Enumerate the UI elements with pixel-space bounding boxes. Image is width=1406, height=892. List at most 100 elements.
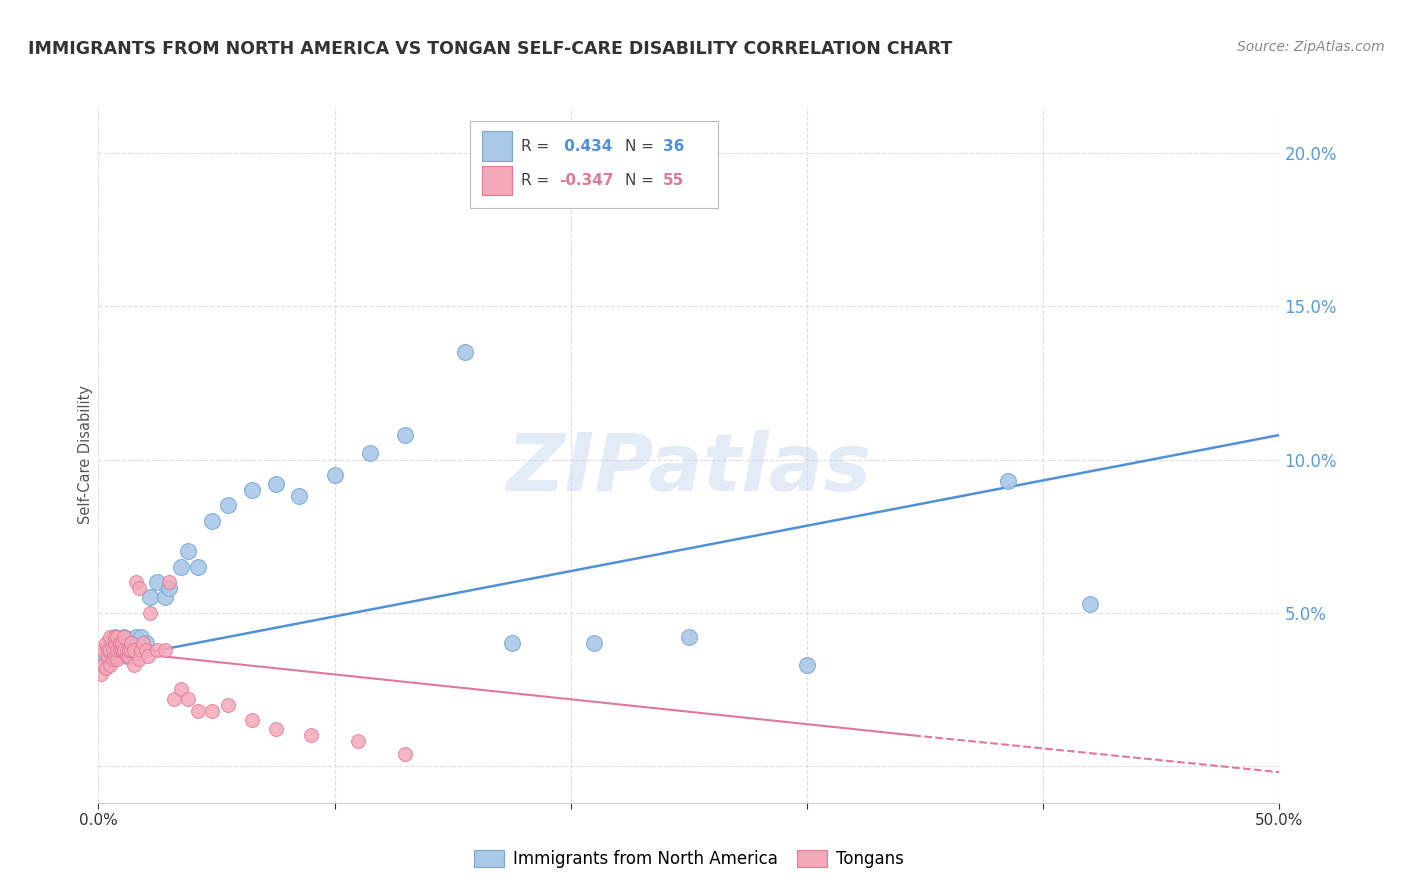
Point	[170, 682, 193, 697]
Point	[108, 636, 131, 650]
Text: IMMIGRANTS FROM NORTH AMERICA VS TONGAN SELF-CARE DISABILITY CORRELATION CHART: IMMIGRANTS FROM NORTH AMERICA VS TONGAN …	[28, 40, 952, 58]
Point	[104, 648, 127, 663]
Point	[501, 636, 523, 650]
Point	[104, 630, 127, 644]
Point	[153, 642, 176, 657]
Point	[453, 345, 475, 359]
Text: R =: R =	[522, 173, 554, 188]
Point	[347, 734, 370, 748]
Point	[118, 648, 141, 663]
Point	[359, 446, 381, 460]
Point	[118, 642, 141, 657]
Text: N =: N =	[626, 173, 659, 188]
Point	[157, 575, 180, 590]
Point	[115, 648, 138, 663]
Point	[118, 642, 141, 657]
FancyBboxPatch shape	[482, 131, 512, 161]
Point	[201, 704, 224, 718]
Text: -0.347: -0.347	[560, 173, 613, 188]
FancyBboxPatch shape	[471, 121, 718, 208]
Text: 55: 55	[664, 173, 685, 188]
Point	[125, 575, 148, 590]
Point	[201, 514, 224, 528]
Point	[105, 652, 128, 666]
Point	[129, 642, 152, 657]
Point	[240, 713, 263, 727]
Point	[98, 636, 121, 650]
Point	[163, 691, 186, 706]
Point	[105, 642, 128, 657]
Point	[136, 648, 159, 663]
Point	[111, 642, 134, 657]
Point	[139, 591, 162, 605]
Point	[1080, 597, 1102, 611]
Text: 0.434: 0.434	[560, 138, 613, 153]
Point	[129, 630, 152, 644]
Point	[583, 636, 606, 650]
Point	[121, 642, 143, 657]
Point	[104, 636, 127, 650]
Point	[132, 636, 155, 650]
Point	[177, 544, 200, 558]
Point	[112, 630, 135, 644]
Point	[111, 642, 134, 657]
Point	[187, 704, 209, 718]
Point	[108, 642, 131, 657]
Point	[101, 652, 124, 666]
Point	[394, 747, 416, 761]
Point	[217, 499, 239, 513]
Point	[91, 657, 114, 672]
Point	[94, 661, 117, 675]
Text: Source: ZipAtlas.com: Source: ZipAtlas.com	[1237, 40, 1385, 54]
Point	[115, 642, 138, 657]
Point	[105, 630, 128, 644]
Point	[94, 636, 117, 650]
Point	[122, 657, 145, 672]
Point	[135, 642, 157, 657]
Point	[104, 630, 127, 644]
Point	[177, 691, 200, 706]
Point	[111, 642, 134, 657]
Point	[997, 474, 1019, 488]
Point	[122, 642, 145, 657]
Point	[240, 483, 263, 498]
Point	[98, 642, 121, 657]
Y-axis label: Self-Care Disability: Self-Care Disability	[77, 385, 93, 524]
Point	[170, 559, 193, 574]
Point	[323, 467, 346, 482]
Legend: Immigrants from North America, Tongans: Immigrants from North America, Tongans	[468, 843, 910, 874]
Point	[115, 648, 138, 663]
Point	[108, 636, 131, 650]
Point	[112, 630, 135, 644]
Point	[97, 648, 120, 663]
Point	[264, 477, 287, 491]
FancyBboxPatch shape	[482, 166, 512, 195]
Point	[97, 642, 120, 657]
Text: 36: 36	[664, 138, 685, 153]
Point	[94, 648, 117, 663]
Point	[112, 642, 135, 657]
Point	[105, 648, 128, 663]
Point	[796, 657, 818, 672]
Point	[135, 636, 157, 650]
Point	[128, 652, 150, 666]
Point	[264, 723, 287, 737]
Text: R =: R =	[522, 138, 554, 153]
Point	[98, 630, 121, 644]
Point	[146, 575, 169, 590]
Point	[217, 698, 239, 712]
Point	[299, 728, 322, 742]
Text: N =: N =	[626, 138, 659, 153]
Point	[288, 489, 311, 503]
Point	[91, 642, 114, 657]
Text: ZIPatlas: ZIPatlas	[506, 430, 872, 508]
Point	[157, 581, 180, 595]
Point	[90, 667, 112, 681]
Point	[101, 642, 124, 657]
Point	[187, 559, 209, 574]
Point	[101, 642, 124, 657]
Point	[139, 606, 162, 620]
Point	[122, 636, 145, 650]
Point	[125, 630, 148, 644]
Point	[98, 657, 121, 672]
